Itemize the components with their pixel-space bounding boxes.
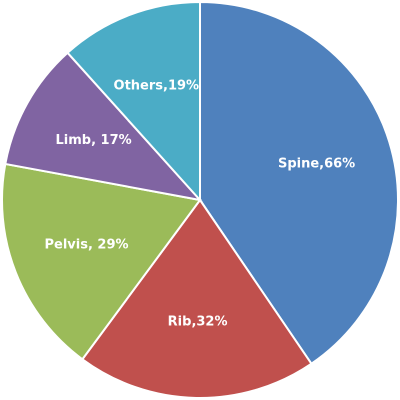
pie-slice-limb [4, 51, 203, 202]
slice-label-pelvis: Pelvis, 29% [44, 237, 128, 252]
pie-slice-spine [199, 0, 399, 366]
pie-labels: Spine,66% Rib,32% Pelvis, 29% Limb, 17% Othe… [44, 79, 355, 330]
pie-slice-others [66, 0, 201, 203]
pie-slice-pelvis [1, 162, 202, 361]
slice-label-spine: Spine,66% [278, 157, 355, 172]
slice-label-rib: Rib,32% [168, 315, 228, 330]
pie-slice-rib [80, 198, 313, 399]
slice-label-others: Others,19% [114, 79, 200, 94]
slice-label-limb: Limb, 17% [56, 133, 132, 148]
